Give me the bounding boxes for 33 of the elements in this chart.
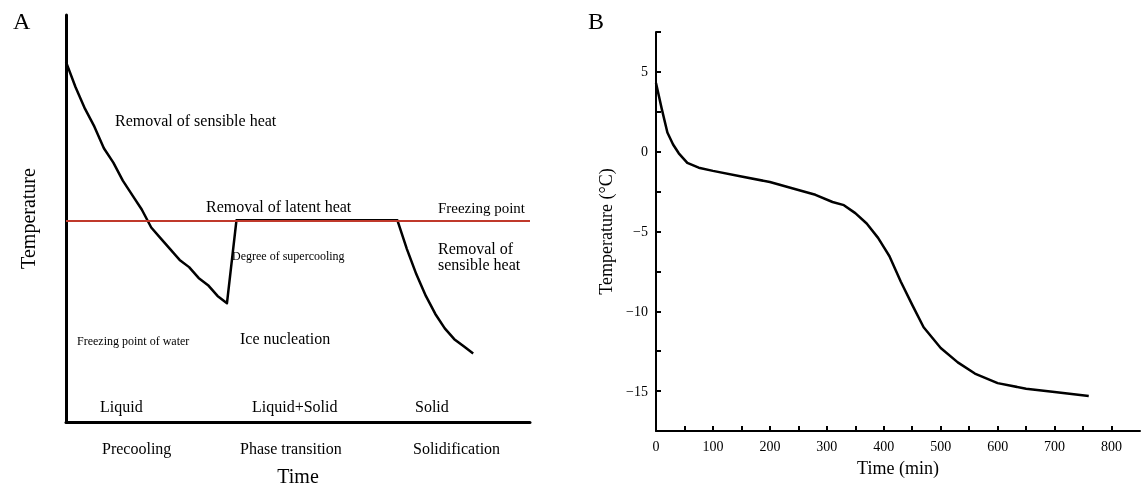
text: Precooling xyxy=(102,439,172,458)
x-tick-label: 100 xyxy=(702,438,724,454)
annotation: Degree of supercooling xyxy=(232,249,345,263)
annotation: Liquid+Solid xyxy=(252,397,338,416)
y-tick-label: −10 xyxy=(626,303,648,319)
y-tick-label: −15 xyxy=(626,383,648,399)
x-tick-label: 400 xyxy=(873,438,895,454)
x-tick-label: 700 xyxy=(1044,438,1066,454)
x-axis-title: Time xyxy=(277,465,319,487)
text: Solidification xyxy=(413,439,501,457)
annotation: Removal of sensible heat xyxy=(115,111,277,129)
chart-title: A xyxy=(13,8,31,34)
annotation: Removal of latent heat xyxy=(206,197,352,215)
x-tick-label: 200 xyxy=(759,438,781,454)
annotation: Freezing point of water xyxy=(77,334,190,348)
y-tick-label: 5 xyxy=(641,64,648,80)
chart-title: B xyxy=(588,8,605,34)
x-tick-label: 300 xyxy=(816,438,838,454)
x-axis-title: Time (min) xyxy=(857,458,939,479)
text: Phase transition xyxy=(240,439,342,457)
y-tick-label: −5 xyxy=(633,224,648,239)
x-tick-label: 500 xyxy=(930,438,952,454)
x-tick-label: 0 xyxy=(652,438,660,454)
x-tick-label: 600 xyxy=(987,438,1009,454)
annotation: Ice nucleation xyxy=(240,329,331,347)
annotation: Solid xyxy=(415,397,449,415)
annotation: Removal of sensible heat xyxy=(438,239,521,273)
annotation: Liquid xyxy=(100,397,143,416)
y-axis-title: Temperature (°C) xyxy=(596,168,618,295)
y-tick-label: 0 xyxy=(641,144,648,160)
ref-line-label: Freezing point xyxy=(437,199,526,216)
y-axis-title: Temperature xyxy=(17,168,40,269)
x-tick-label: 800 xyxy=(1101,438,1123,454)
